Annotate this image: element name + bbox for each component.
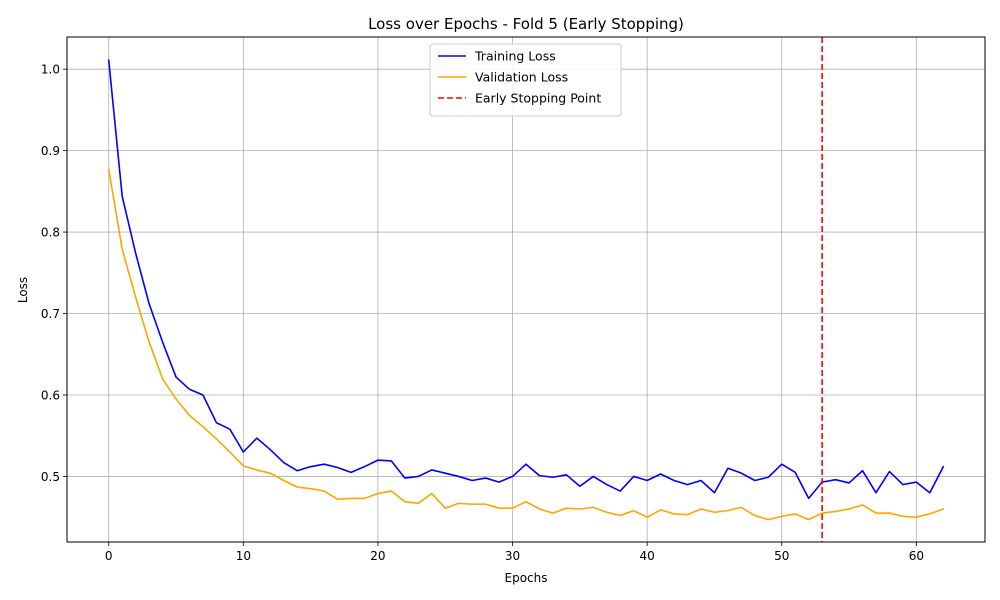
legend: Training Loss Validation Loss Early Stoppi… [429,43,622,117]
x-tick-label: 10 [236,549,251,563]
plot-area [107,37,945,542]
y-tick-label: 1.0 [41,63,60,77]
x-axis-label: Epochs [505,571,548,585]
legend-label: Validation Loss [475,70,568,85]
series-lines [107,59,945,521]
x-tick-label: 0 [105,549,113,563]
y-axis-label: Loss [16,277,30,303]
y-tick-label: 0.7 [41,307,60,321]
x-tick-label: 30 [505,549,520,563]
x-tick-label: 50 [774,549,789,563]
legend-label: Training Loss [474,49,556,64]
legend-label: Early Stopping Point [475,91,601,106]
y-axis-ticks: 0.5 0.6 0.7 0.8 0.9 1.0 [41,63,67,484]
x-tick-label: 60 [909,549,924,563]
grid [67,37,985,542]
legend-box [429,43,622,117]
y-tick-label: 0.9 [41,144,60,158]
series-line-training-loss [107,59,945,500]
y-tick-label: 0.5 [41,470,60,484]
x-tick-label: 40 [640,549,655,563]
series-line-validation-loss [107,168,945,521]
plot-frame [66,36,986,543]
x-axis-ticks: 0 10 20 30 40 50 60 [105,542,924,563]
x-tick-label: 20 [370,549,385,563]
y-tick-label: 0.6 [41,388,60,402]
y-tick-label: 0.8 [41,226,60,240]
chart-title: Loss over Epochs - Fold 5 (Early Stoppin… [368,15,684,33]
